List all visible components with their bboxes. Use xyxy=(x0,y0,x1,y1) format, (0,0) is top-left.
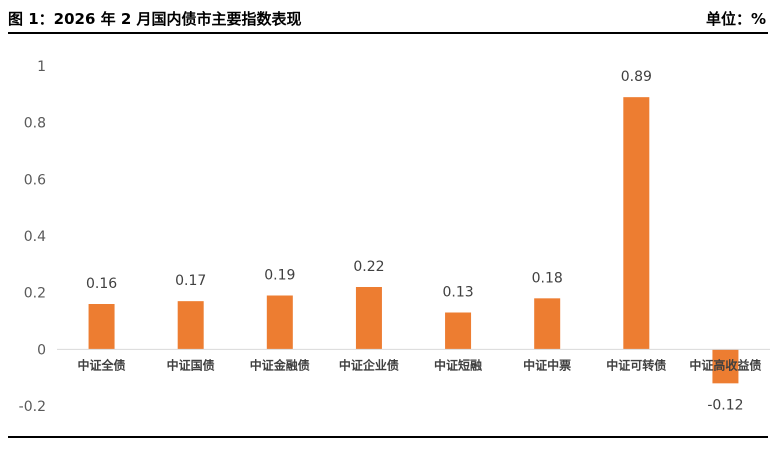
category-label: 中证金融债 xyxy=(250,357,310,372)
bar xyxy=(355,287,382,350)
bar xyxy=(712,349,739,384)
category-label: 中证短融 xyxy=(434,357,482,372)
bar xyxy=(445,312,472,350)
y-axis-ticks: 1 0.8 0.6 0.4 0.2 0 -0.2 xyxy=(19,59,46,415)
bar xyxy=(623,97,650,350)
bar xyxy=(88,304,115,350)
category-label: 中证高收益债 xyxy=(689,357,761,372)
data-label: -0.12 xyxy=(707,397,743,413)
category-label: 中证企业债 xyxy=(339,357,399,372)
data-label: 0.18 xyxy=(532,270,563,286)
category-labels: 中证全债 中证国债 中证金融债 中证企业债 中证短融 中证中票 中证可转债 中证高收益债 xyxy=(78,357,762,372)
data-label: 0.89 xyxy=(621,69,652,85)
data-label: 0.16 xyxy=(86,276,117,292)
bottom-rule xyxy=(8,436,768,438)
category-label: 中证可转债 xyxy=(606,357,666,372)
data-label: 0.22 xyxy=(353,259,384,275)
y-tick-label: -0.2 xyxy=(19,399,46,415)
y-tick-label: 0.4 xyxy=(24,229,46,245)
category-label: 中证全债 xyxy=(78,357,126,372)
category-label: 中证国债 xyxy=(167,357,215,372)
bar xyxy=(534,298,561,350)
data-labels: 0.16 0.17 0.19 0.22 0.13 0.18 0.89 -0.12 xyxy=(86,69,744,413)
y-tick-label: 0.2 xyxy=(24,286,46,302)
y-tick-label: 0.8 xyxy=(24,116,46,132)
data-label: 0.17 xyxy=(175,273,206,289)
y-tick-label: 1 xyxy=(37,59,46,75)
category-label: 中证中票 xyxy=(523,357,571,372)
data-label: 0.13 xyxy=(442,285,473,301)
y-tick-label: 0.6 xyxy=(24,172,46,188)
bar xyxy=(266,295,293,350)
data-label: 0.19 xyxy=(264,268,295,284)
unit-label: 单位：% xyxy=(705,10,766,28)
bar xyxy=(177,301,204,350)
bars xyxy=(88,97,739,384)
top-rule xyxy=(8,32,768,34)
chart-header: 图 1：2026 年 2 月国内债市主要指数表现 单位：% xyxy=(8,4,768,32)
chart-title: 图 1：2026 年 2 月国内债市主要指数表现 xyxy=(8,10,302,28)
y-tick-label: 0 xyxy=(37,342,46,358)
